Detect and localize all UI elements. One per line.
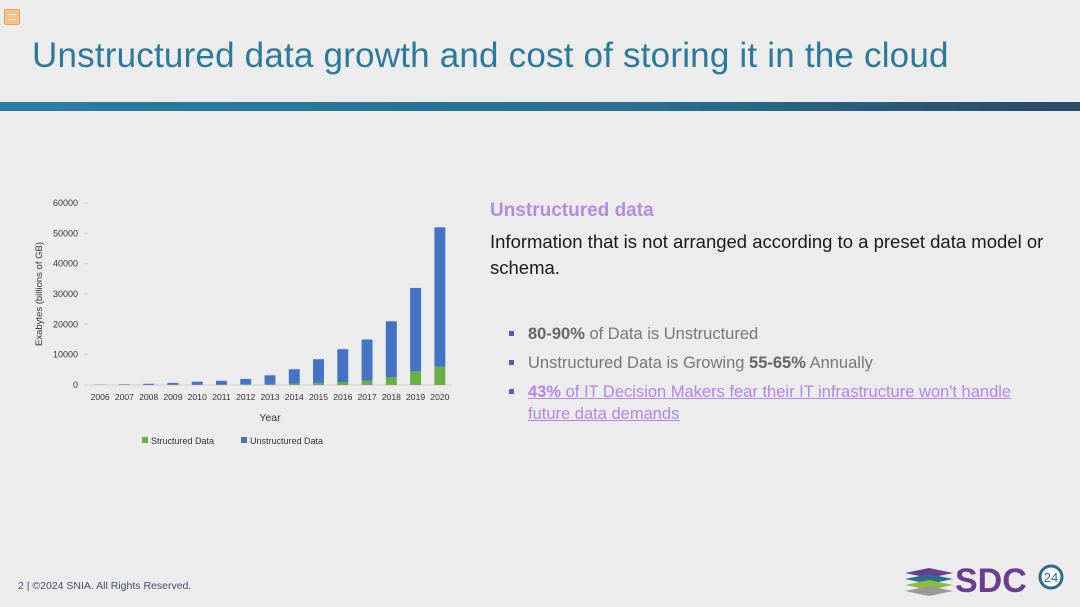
info-panel: Unstructured data Information that is no… xyxy=(490,200,1050,432)
logo-badge-ring xyxy=(1038,564,1064,590)
stat-value: 55-65% xyxy=(749,354,806,372)
panel-subheading: Unstructured data xyxy=(490,200,654,221)
x-tick-label: 2017 xyxy=(358,392,377,402)
x-tick-label: 2012 xyxy=(236,392,255,402)
bar-structured-data xyxy=(313,382,324,385)
bar-unstructured-data xyxy=(337,349,349,382)
bullet-marker xyxy=(509,389,514,394)
stat-text: Unstructured Data is Growing xyxy=(528,354,750,372)
x-tick-label: 2009 xyxy=(163,392,182,402)
bullet-marker xyxy=(509,360,514,365)
bullet-marker xyxy=(509,331,514,336)
footer-copyright: 2 | ©2024 SNIA. All Rights Reserved. xyxy=(18,580,192,592)
bar-structured-data xyxy=(288,383,300,385)
x-tick-label: 2019 xyxy=(406,392,425,402)
stat-text: Annually xyxy=(805,354,873,372)
x-tick-label: 2006 xyxy=(91,392,110,402)
bar-unstructured-data xyxy=(361,339,373,381)
bar-unstructured-data xyxy=(240,378,252,385)
bar-unstructured-data xyxy=(410,287,422,372)
bar-structured-data xyxy=(264,383,276,385)
bar-unstructured-data xyxy=(143,383,155,385)
bar-structured-data xyxy=(434,366,446,385)
bar-unstructured-data xyxy=(216,380,227,385)
bar-unstructured-data xyxy=(264,375,276,384)
stack-layers-icon xyxy=(905,568,953,596)
logo-badge: 24 xyxy=(1044,570,1058,585)
list-item: 80-90% of Data is Unstructured xyxy=(509,323,1050,345)
stat-value: 80-90% xyxy=(528,325,585,343)
x-tick-label: 2014 xyxy=(285,392,304,402)
bar-unstructured-data xyxy=(313,359,324,383)
speaker-note-icon[interactable] xyxy=(4,9,20,25)
chart-canvas: 0 10000 20000 30000 40000 50000 60000 2006 2007 2… xyxy=(34,198,452,446)
bar-structured-data xyxy=(410,371,422,385)
bar-structured-data xyxy=(216,384,227,385)
y-tick-label: 20000 xyxy=(53,319,78,329)
bar-structured-data xyxy=(361,380,373,385)
legend-swatch xyxy=(142,437,148,443)
x-tick-label: 2015 xyxy=(309,392,328,402)
list-item: Unstructured Data is Growing 55-65% Annu… xyxy=(509,352,1050,374)
stat-list: 80-90% of Data is Unstructured Unstructu… xyxy=(509,323,1050,425)
legend-swatch xyxy=(241,437,247,443)
y-tick-label: 60000 xyxy=(53,198,78,208)
y-axis-title: Exabytes (billions of GB) xyxy=(34,242,45,346)
stat-value[interactable]: 43% xyxy=(528,383,562,401)
legend-label: Structured Data xyxy=(151,436,214,446)
x-tick-label: 2011 xyxy=(212,392,231,402)
data-growth-chart: 0 10000 20000 30000 40000 50000 60000 2006 2007 2… xyxy=(30,190,460,455)
stat-text[interactable]: of IT Decision Makers fear their IT infr… xyxy=(528,383,1012,423)
bar-unstructured-data xyxy=(385,321,397,378)
x-tick-label: 2008 xyxy=(139,392,158,402)
y-tick-label: 40000 xyxy=(53,259,78,269)
title-divider xyxy=(0,102,1080,111)
x-tick-label: 2010 xyxy=(188,392,207,402)
definition-text: Information that is not arranged accordi… xyxy=(490,231,1044,278)
bar-unstructured-data xyxy=(191,381,203,385)
stat-link[interactable]: 43% of IT Decision Makers fear their IT … xyxy=(509,381,1050,425)
bar-unstructured-data xyxy=(434,227,446,367)
x-tick-label: 2016 xyxy=(333,392,352,402)
y-tick-label: 0 xyxy=(73,380,78,390)
bar-structured-data xyxy=(240,384,252,385)
bar-unstructured-data xyxy=(288,369,300,384)
bar-structured-data xyxy=(385,377,397,385)
x-tick-label: 2013 xyxy=(260,392,279,402)
bar-structured-data xyxy=(337,381,349,385)
bar-unstructured-data xyxy=(167,382,179,385)
y-tick-label: 50000 xyxy=(53,228,78,238)
y-tick-label: 10000 xyxy=(53,350,78,360)
y-tick-label: 30000 xyxy=(53,289,78,299)
x-axis-title: Year xyxy=(259,412,281,424)
logo-wordmark: SDC xyxy=(955,562,1027,598)
legend-label: Unstructured Data xyxy=(250,436,323,446)
bar-unstructured-data xyxy=(118,384,130,385)
slide-title: Unstructured data growth and cost of sto… xyxy=(32,36,949,75)
stat-text: of Data is Unstructured xyxy=(584,325,759,343)
x-tick-label: 2007 xyxy=(115,392,134,402)
x-tick-label: 2020 xyxy=(430,392,449,402)
x-tick-label: 2018 xyxy=(382,392,401,402)
sdc-logo: SDC 24 xyxy=(905,562,1064,598)
